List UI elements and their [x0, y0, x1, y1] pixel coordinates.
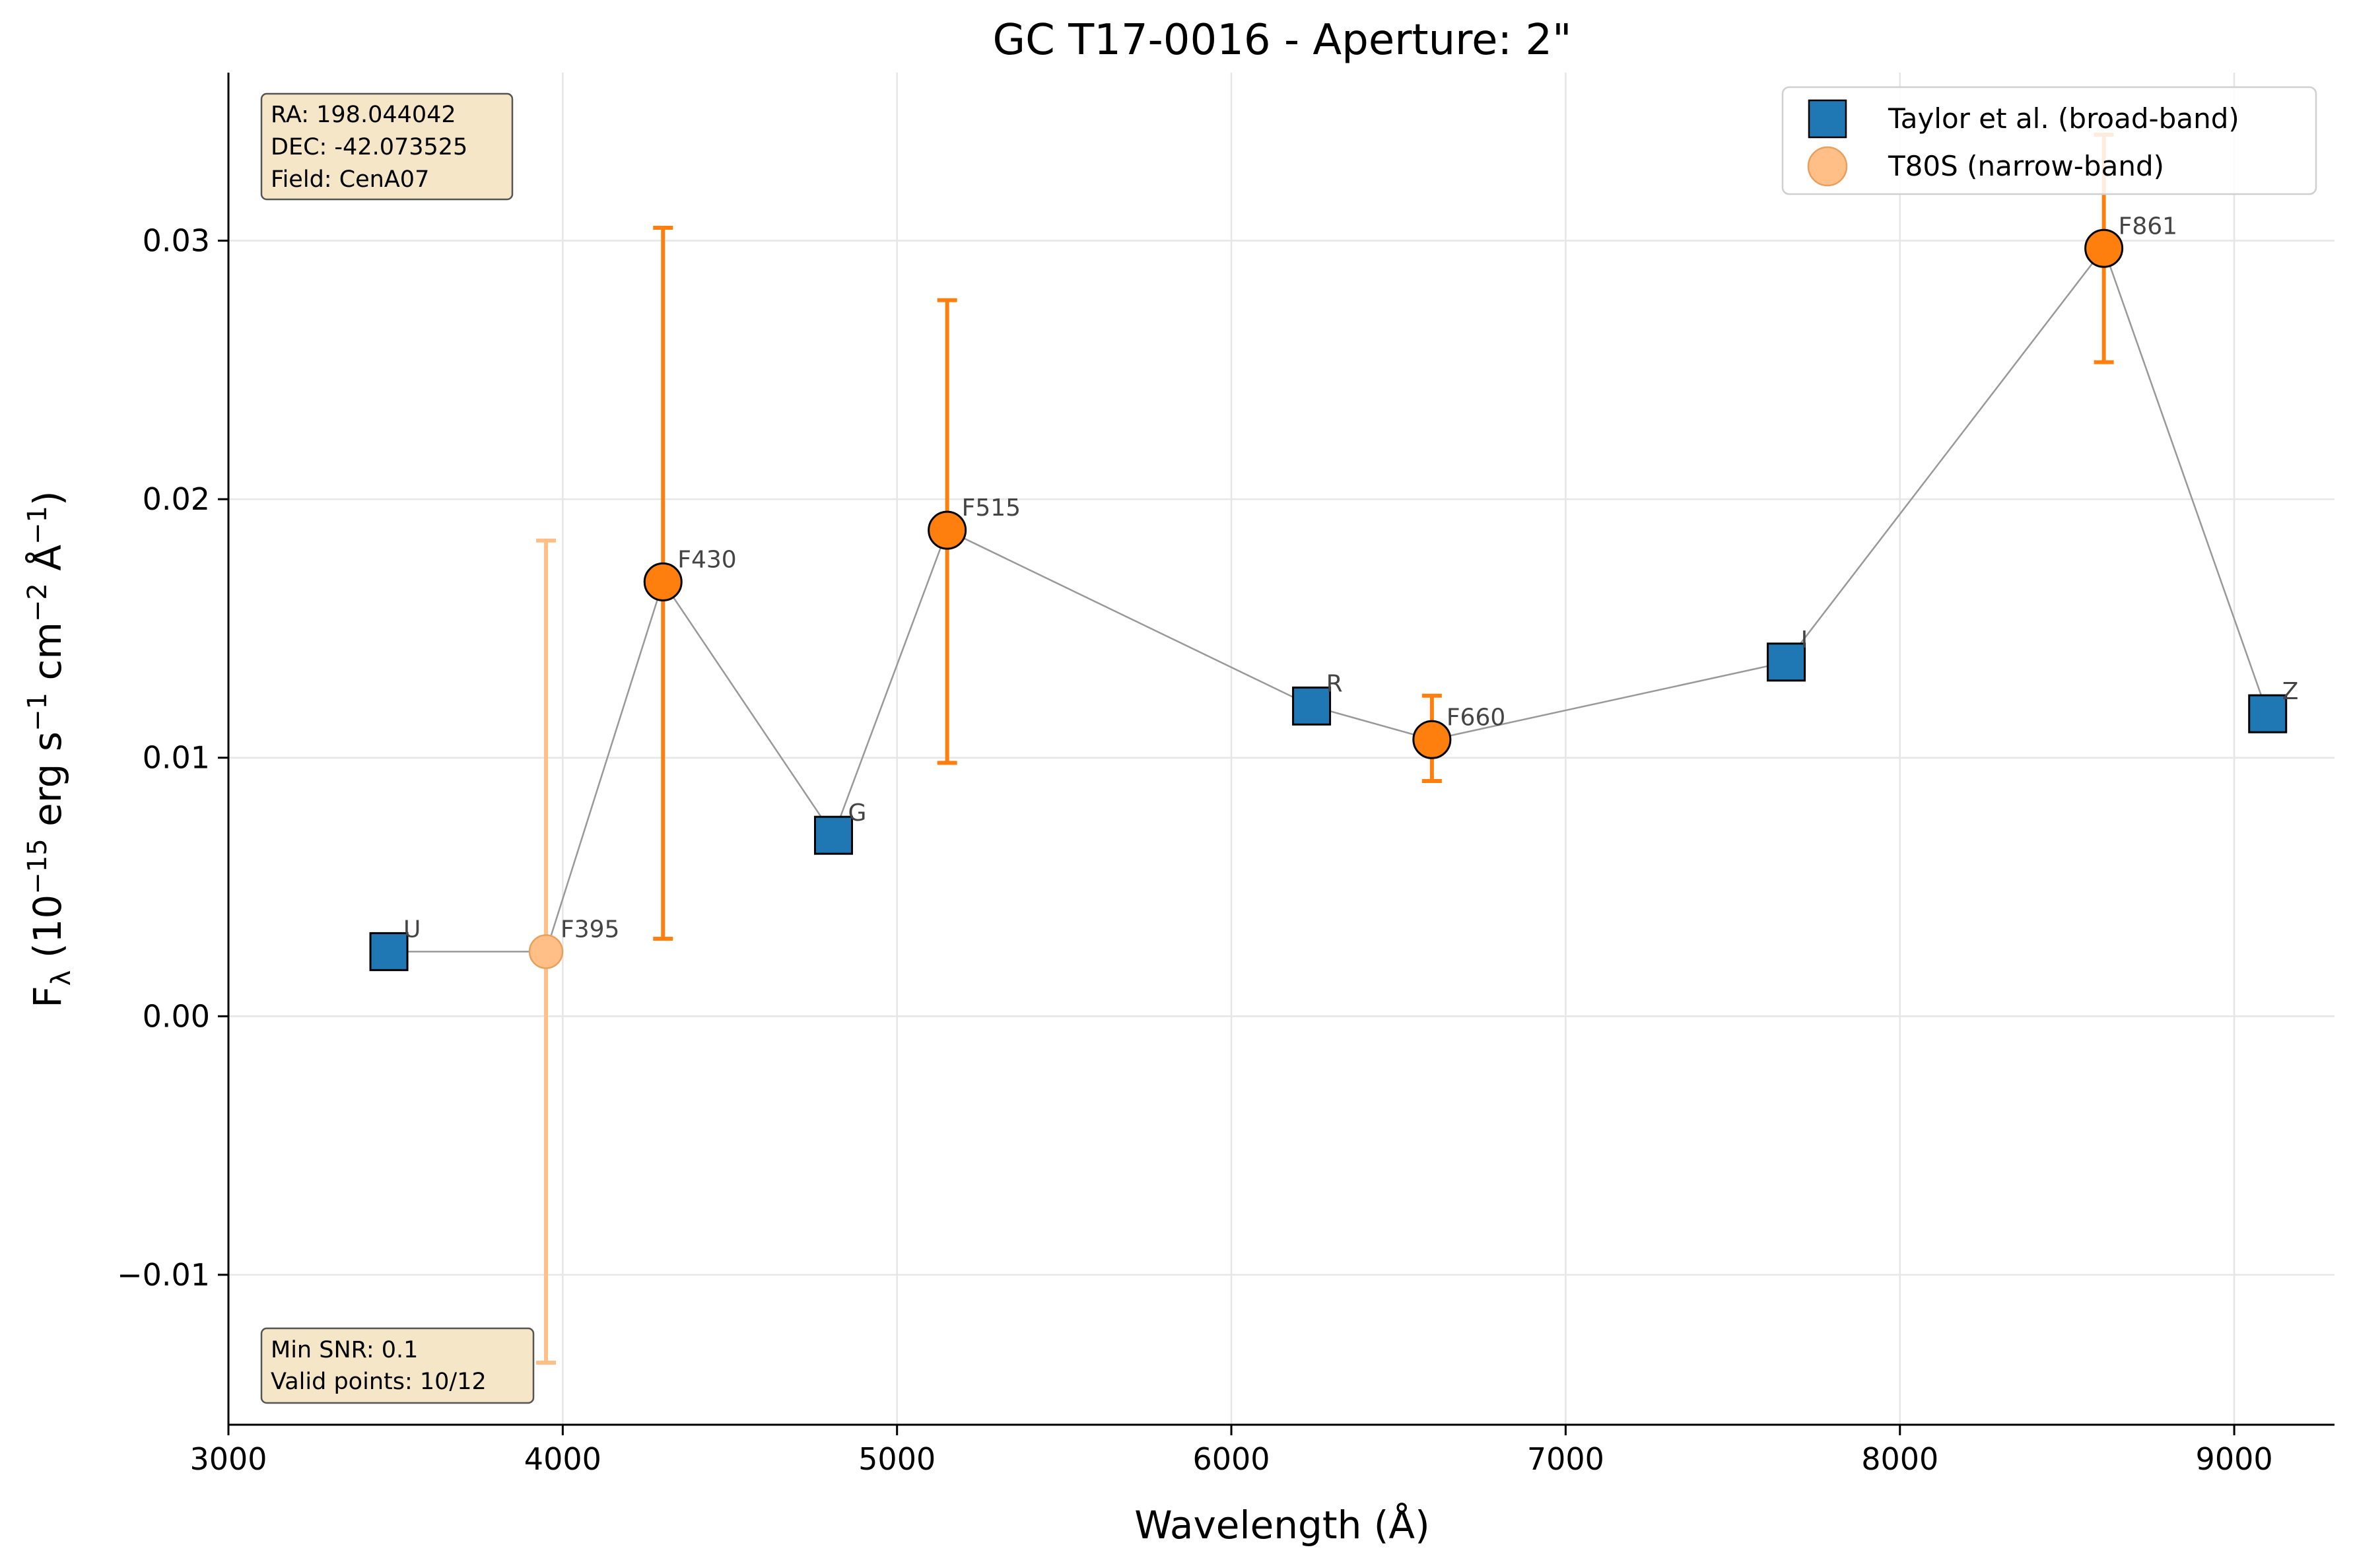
y-label-text: (10 — [25, 895, 70, 971]
legend-narrow-label: T80S (narrow-band) — [1888, 150, 2164, 182]
point-label-f660: F660 — [1447, 704, 1505, 731]
marker-narrow-f430 — [643, 562, 683, 601]
y-label-exp4: −1 — [22, 506, 53, 545]
info-dec: DEC: -42.073525 — [271, 134, 467, 160]
x-tick-label: 8000 — [1861, 1441, 1938, 1477]
point-label-layer: U G R I Z F395 F430 F515 F660 F861 — [403, 213, 2298, 943]
marker-narrow-f660 — [1412, 720, 1452, 759]
y-tick-label: 0.00 — [143, 998, 210, 1034]
x-axis-label: Wavelength (Å) — [1134, 1502, 1429, 1548]
axes-layer — [227, 73, 2335, 1426]
grid-layer — [227, 73, 2335, 1425]
x-tick-label: 7000 — [1527, 1441, 1604, 1477]
point-label-z: Z — [2282, 678, 2299, 705]
y-label-text3: cm — [25, 622, 70, 693]
point-label-f430: F430 — [677, 546, 736, 573]
info-valid-points: Valid points: 10/12 — [271, 1369, 487, 1395]
sed-connecting-line — [389, 246, 2268, 953]
y-tick-label: 0.02 — [143, 481, 210, 517]
y-label-text4: Å — [24, 545, 70, 583]
info-box-coordinates: RA: 198.044042 DEC: -42.073525 Field: Ce… — [260, 92, 514, 201]
connecting-line-layer — [389, 246, 2268, 953]
info-ra: RA: 198.044042 — [271, 102, 456, 128]
y-label-base: F — [25, 986, 70, 1007]
marker-broad-z — [2248, 694, 2288, 733]
marker-layer — [369, 228, 2288, 971]
point-label-f515: F515 — [962, 494, 1021, 522]
y-label-exp1: −15 — [22, 838, 53, 894]
info-field: Field: CenA07 — [271, 166, 429, 193]
legend-frame — [1781, 86, 2317, 195]
point-label-r: R — [1326, 670, 1343, 697]
y-tick-label: 0.01 — [143, 740, 210, 776]
point-label-g: G — [848, 800, 866, 827]
legend-broad-label: Taylor et al. (broad-band) — [1888, 102, 2239, 135]
info-box-quality: Min SNR: 0.1 Valid points: 10/12 — [260, 1327, 535, 1404]
point-label-i: I — [1801, 627, 1808, 654]
legend-broad-marker — [1808, 99, 1847, 139]
marker-narrow-f395 — [528, 934, 564, 969]
marker-broad-r — [1292, 686, 1332, 726]
info-box-coordinates-bg — [260, 92, 514, 201]
info-box-quality-bg — [260, 1327, 535, 1404]
y-label-text5: ) — [25, 491, 70, 506]
legend: Taylor et al. (broad-band) T80S (narrow-… — [1781, 86, 2317, 195]
y-label-text2: erg s — [25, 732, 70, 838]
y-axis-label: Fλ (10−15 erg s−1 cm−2 Å−1) — [22, 491, 77, 1007]
info-min-snr: Min SNR: 0.1 — [271, 1337, 418, 1363]
x-tick-label: 6000 — [1193, 1441, 1270, 1477]
marker-narrow-f515 — [928, 510, 967, 550]
marker-broad-u — [369, 932, 409, 971]
y-label-exp3: −2 — [22, 583, 53, 622]
point-label-u: U — [403, 916, 421, 943]
point-label-f861: F861 — [2119, 213, 2177, 240]
marker-broad-g — [813, 815, 853, 855]
marker-narrow-f861 — [2084, 228, 2124, 268]
error-bar-layer — [536, 132, 2114, 1365]
chart-title: GC T17-0016 - Aperture: 2" — [993, 16, 1572, 65]
x-tick-label: 3000 — [189, 1441, 267, 1477]
x-tick-label: 5000 — [858, 1441, 936, 1477]
y-tick-label: −0.01 — [117, 1257, 210, 1293]
point-label-f395: F395 — [561, 916, 619, 943]
x-tick-label: 9000 — [2196, 1441, 2273, 1477]
tick-layer: 3000 4000 5000 6000 7000 8000 9000 −0.01 0.00 0.0… — [117, 223, 2273, 1477]
y-tick-label: 0.03 — [143, 223, 210, 259]
marker-broad-i — [1767, 642, 1806, 682]
x-tick-label: 4000 — [524, 1441, 601, 1477]
y-label-exp2: −1 — [22, 693, 53, 732]
legend-narrow-marker — [1807, 146, 1848, 187]
y-label-sub: λ — [46, 971, 77, 986]
